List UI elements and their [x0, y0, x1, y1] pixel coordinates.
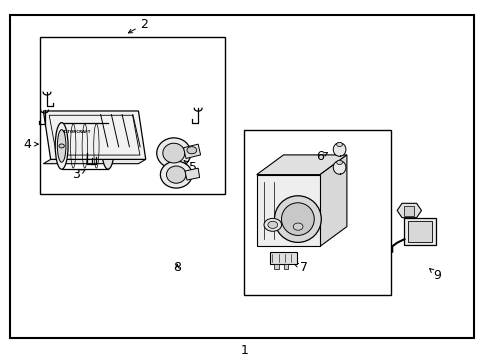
Text: 6: 6	[262, 225, 270, 238]
Ellipse shape	[332, 143, 345, 156]
Polygon shape	[43, 159, 145, 164]
Ellipse shape	[281, 203, 314, 235]
Text: 9: 9	[429, 269, 440, 282]
Text: 3: 3	[72, 168, 85, 181]
Text: 6: 6	[295, 229, 303, 242]
Polygon shape	[320, 155, 346, 246]
Circle shape	[264, 219, 281, 231]
Ellipse shape	[102, 123, 114, 169]
Circle shape	[267, 221, 277, 228]
Ellipse shape	[160, 161, 192, 188]
Text: 2: 2	[128, 18, 148, 33]
Ellipse shape	[166, 166, 185, 183]
Ellipse shape	[163, 143, 184, 163]
Text: 1: 1	[240, 344, 248, 357]
Bar	[273, 264, 278, 269]
Polygon shape	[183, 144, 200, 158]
Polygon shape	[43, 111, 145, 159]
Ellipse shape	[57, 130, 66, 162]
Bar	[404, 206, 413, 216]
Circle shape	[289, 220, 306, 233]
Bar	[10, 15, 473, 338]
Bar	[269, 252, 296, 264]
Circle shape	[336, 142, 342, 147]
Bar	[404, 218, 435, 244]
Bar	[256, 175, 320, 246]
Ellipse shape	[332, 161, 345, 174]
Circle shape	[186, 147, 196, 154]
Text: 8: 8	[173, 261, 181, 274]
Text: 6: 6	[316, 150, 327, 163]
Circle shape	[59, 144, 64, 148]
Bar	[244, 130, 390, 295]
Text: 7: 7	[294, 261, 307, 274]
Bar	[283, 264, 288, 269]
Text: MOTORCRAFT: MOTORCRAFT	[61, 130, 91, 134]
Bar	[40, 37, 224, 194]
Polygon shape	[396, 203, 421, 218]
Polygon shape	[184, 168, 199, 180]
Bar	[407, 221, 431, 242]
Ellipse shape	[157, 138, 190, 168]
Circle shape	[336, 160, 342, 165]
Circle shape	[293, 223, 303, 230]
Text: 4: 4	[23, 138, 38, 150]
Ellipse shape	[55, 123, 68, 169]
Polygon shape	[256, 155, 346, 175]
Ellipse shape	[274, 196, 321, 242]
Text: 5: 5	[184, 161, 197, 174]
